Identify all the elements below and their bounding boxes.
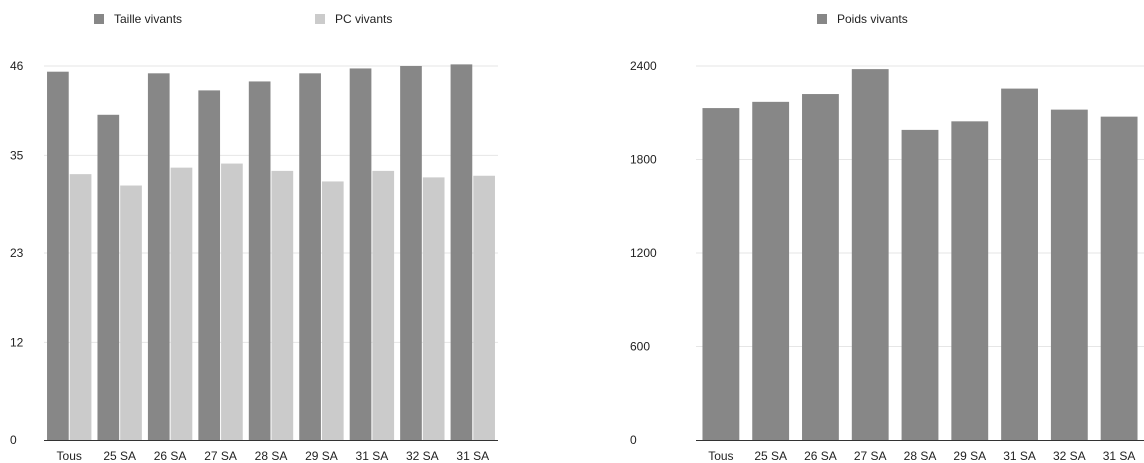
- bar-0-1-5: [321, 181, 344, 440]
- bar-1-0-5: [951, 121, 989, 440]
- y-tick-label-1-0: 0: [630, 433, 637, 447]
- x-tick-label-0-1: 25 SA: [103, 449, 136, 463]
- legend-label-0-1: PC vivants: [335, 12, 392, 26]
- bar-0-1-0: [69, 174, 92, 441]
- legend-swatch-0-0: [94, 14, 104, 24]
- y-tick-label-0-2: 23: [10, 246, 24, 260]
- y-tick-label-0-0: 0: [10, 433, 17, 447]
- x-tick-label-0-0: Tous: [57, 449, 82, 463]
- legend-swatch-0-1: [315, 14, 325, 24]
- x-tick-label-0-3: 27 SA: [204, 449, 237, 463]
- bar-0-0-5: [299, 73, 321, 441]
- x-tick-label-1-6: 31 SA: [1003, 449, 1036, 463]
- bar-0-0-7: [400, 66, 422, 440]
- bar-0-1-8: [473, 175, 495, 440]
- x-tick-label-0-4: 28 SA: [255, 449, 288, 463]
- legend-label-0-0: Taille vivants: [114, 12, 182, 26]
- x-tick-label-1-7: 32 SA: [1053, 449, 1086, 463]
- x-tick-label-1-1: 25 SA: [754, 449, 787, 463]
- bar-0-1-6: [372, 170, 395, 440]
- bar-0-0-6: [349, 68, 372, 440]
- bar-0-1-1: [120, 185, 142, 440]
- bar-0-1-4: [271, 170, 294, 440]
- x-tick-label-1-2: 26 SA: [804, 449, 837, 463]
- x-tick-label-1-8: 31 SA: [1103, 449, 1136, 463]
- bar-1-0-4: [901, 129, 939, 440]
- bar-0-0-0: [47, 71, 69, 440]
- y-tick-label-1-3: 1800: [630, 153, 657, 167]
- bar-1-0-0: [702, 108, 740, 440]
- bar-0-0-3: [198, 90, 221, 441]
- x-tick-label-0-6: 31 SA: [356, 449, 389, 463]
- chart-right: Poids vivants 0 600 1200 1800 2400 Tous 25 SA 26…: [630, 12, 1144, 463]
- bar-0-0-2: [147, 73, 170, 441]
- x-tick-label-0-8: 31 SA: [456, 449, 489, 463]
- y-tick-label-0-3: 35: [10, 148, 24, 162]
- bar-1-0-6: [1001, 88, 1038, 441]
- bar-0-1-7: [422, 177, 445, 440]
- bar-1-0-3: [851, 69, 889, 440]
- x-tick-label-1-3: 27 SA: [854, 449, 887, 463]
- x-tick-label-0-7: 32 SA: [406, 449, 439, 463]
- bar-0-0-4: [248, 81, 271, 441]
- y-tick-label-1-4: 2400: [630, 59, 657, 73]
- y-tick-label-0-1: 12: [10, 335, 24, 349]
- bar-1-0-1: [752, 101, 790, 440]
- x-tick-label-0-5: 29 SA: [305, 449, 338, 463]
- y-tick-label-1-1: 600: [630, 340, 650, 354]
- bar-0-1-3: [221, 163, 243, 440]
- x-tick-label-1-4: 28 SA: [904, 449, 937, 463]
- y-tick-label-1-2: 1200: [630, 246, 657, 260]
- x-tick-label-1-5: 29 SA: [953, 449, 986, 463]
- bar-1-0-8: [1100, 116, 1138, 440]
- bar-0-0-1: [97, 114, 120, 441]
- y-tick-label-0-4: 46: [10, 59, 24, 73]
- x-tick-label-0-2: 26 SA: [154, 449, 187, 463]
- legend-swatch-1-0: [817, 14, 827, 24]
- bar-1-0-2: [802, 94, 839, 441]
- chart-left: Taille vivants PC vivants 0 12 23 35 46 Tous 25 …: [10, 12, 498, 463]
- bar-0-0-8: [450, 64, 473, 441]
- bar-1-0-7: [1050, 109, 1088, 440]
- legend-label-1-0: Poids vivants: [837, 12, 908, 26]
- bar-0-1-2: [170, 167, 193, 440]
- x-tick-label-1-0: Tous: [708, 449, 733, 463]
